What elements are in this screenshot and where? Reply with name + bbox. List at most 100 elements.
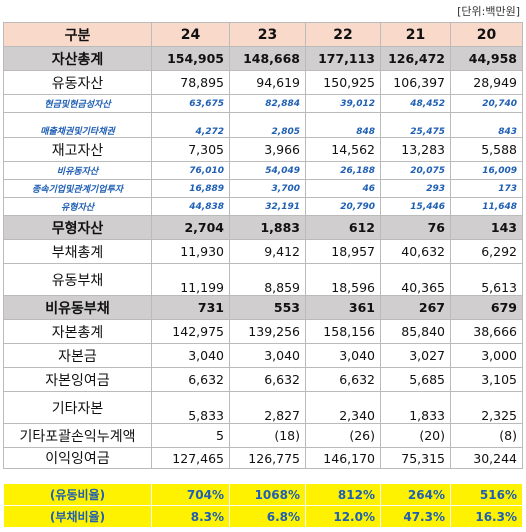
- value-cell: 8,859: [229, 263, 306, 296]
- value-cell: 3,000: [450, 343, 523, 368]
- value-cell: 612: [305, 215, 381, 240]
- value-cell: 48,452: [380, 94, 451, 113]
- header-row: 구분 24 23 22 21 20: [3, 22, 523, 47]
- table-row: 유형자산 44,838 32,191 20,790 15,446 11,648: [3, 197, 523, 216]
- value-cell: 39,012: [305, 94, 381, 113]
- label-cell: 비유동부채: [3, 295, 152, 320]
- label-cell: 무형자산: [3, 215, 152, 240]
- value-cell: 20,790: [305, 197, 381, 216]
- table-row: 비유동자산 76,010 54,049 26,188 20,075 16,009: [3, 161, 523, 180]
- value-cell: 78,895: [151, 70, 230, 95]
- value-cell: (20): [380, 423, 451, 448]
- value-cell: 16,009: [450, 161, 523, 180]
- value-cell: 5,588: [450, 137, 523, 162]
- value-cell: 94,619: [229, 70, 306, 95]
- label-cell: (부채비율): [3, 505, 152, 528]
- label-cell: 자본총계: [3, 319, 152, 344]
- value-cell: 16,889: [151, 179, 230, 198]
- label-cell: 부채총계: [3, 239, 152, 264]
- label-cell: 이익잉여금: [3, 447, 152, 469]
- value-cell: 14,562: [305, 137, 381, 162]
- value-cell: 22: [305, 22, 381, 47]
- value-cell: 47.3%: [380, 505, 451, 528]
- value-cell: 6,292: [450, 239, 523, 264]
- table-row: 기타자본 5,833 2,827 2,340 1,833 2,325: [3, 391, 523, 424]
- value-cell: 6,632: [305, 367, 381, 392]
- value-cell: 13,283: [380, 137, 451, 162]
- value-cell: 12.0%: [305, 505, 381, 528]
- label-cell: 구분: [3, 22, 152, 47]
- value-cell: (8): [450, 423, 523, 448]
- value-cell: 76: [380, 215, 451, 240]
- value-cell: 146,170: [305, 447, 381, 469]
- value-cell: 361: [305, 295, 381, 320]
- value-cell: 40,632: [380, 239, 451, 264]
- value-cell: 553: [229, 295, 306, 320]
- value-cell: 264%: [380, 483, 451, 506]
- value-cell: 3,040: [229, 343, 306, 368]
- table-row: 부채총계 11,930 9,412 18,957 40,632 6,292: [3, 239, 523, 264]
- value-cell: 6.8%: [229, 505, 306, 528]
- value-cell: 679: [450, 295, 523, 320]
- value-cell: 127,465: [151, 447, 230, 469]
- value-cell: 731: [151, 295, 230, 320]
- value-cell: 3,027: [380, 343, 451, 368]
- value-cell: 20: [450, 22, 523, 47]
- table-row: 현금및현금성자산 63,675 82,884 39,012 48,452 20,740: [3, 94, 523, 113]
- value-cell: 3,700: [229, 179, 306, 198]
- value-cell: 76,010: [151, 161, 230, 180]
- value-cell: 516%: [450, 483, 523, 506]
- value-cell: 3,040: [151, 343, 230, 368]
- table-row: 매출채권및기타채권 4,272 2,805 848 25,475 843: [3, 112, 523, 138]
- value-cell: 1,833: [380, 391, 451, 424]
- value-cell: 3,105: [450, 367, 523, 392]
- label-cell: 매출채권및기타채권: [3, 112, 152, 138]
- label-cell: 종속기업및관계기업투자: [3, 179, 152, 198]
- value-cell: 75,315: [380, 447, 451, 469]
- ratio-row: (유동비율) 704% 1068% 812% 264% 516%: [3, 483, 523, 506]
- value-cell: 148,668: [229, 46, 306, 71]
- value-cell: 11,930: [151, 239, 230, 264]
- financial-table: 구분 24 23 22 21 20 자산총계 154,905 148,668 177,113 126…: [3, 22, 523, 469]
- value-cell: 18,596: [305, 263, 381, 296]
- table-row: 무형자산 2,704 1,883 612 76 143: [3, 215, 523, 240]
- value-cell: 3,040: [305, 343, 381, 368]
- table-row: 재고자산 7,305 3,966 14,562 13,283 5,588: [3, 137, 523, 162]
- value-cell: 46: [305, 179, 381, 198]
- label-cell: (유동비율): [3, 483, 152, 506]
- value-cell: 154,905: [151, 46, 230, 71]
- value-cell: 28,949: [450, 70, 523, 95]
- table-row: 비유동부채 731 553 361 267 679: [3, 295, 523, 320]
- table-row: 이익잉여금 127,465 126,775 146,170 75,315 30,244: [3, 447, 523, 469]
- value-cell: 173: [450, 179, 523, 198]
- label-cell: 기타포괄손익누계액: [3, 423, 152, 448]
- value-cell: 54,049: [229, 161, 306, 180]
- value-cell: 2,805: [229, 112, 306, 138]
- label-cell: 자산총계: [3, 46, 152, 71]
- value-cell: (26): [305, 423, 381, 448]
- value-cell: 2,704: [151, 215, 230, 240]
- value-cell: 11,199: [151, 263, 230, 296]
- value-cell: 30,244: [450, 447, 523, 469]
- value-cell: 177,113: [305, 46, 381, 71]
- value-cell: 6,632: [229, 367, 306, 392]
- label-cell: 유동자산: [3, 70, 152, 95]
- value-cell: 26,188: [305, 161, 381, 180]
- label-cell: 유형자산: [3, 197, 152, 216]
- value-cell: 1068%: [229, 483, 306, 506]
- value-cell: 158,156: [305, 319, 381, 344]
- value-cell: 20,075: [380, 161, 451, 180]
- value-cell: 8.3%: [151, 505, 230, 528]
- value-cell: 44,838: [151, 197, 230, 216]
- label-cell: 자본금: [3, 343, 152, 368]
- table-row: 기타포괄손익누계액 5 (18) (26) (20) (8): [3, 423, 523, 448]
- table-row: 자본잉여금 6,632 6,632 6,632 5,685 3,105: [3, 367, 523, 392]
- value-cell: 2,827: [229, 391, 306, 424]
- table-row: 자본금 3,040 3,040 3,040 3,027 3,000: [3, 343, 523, 368]
- ratio-row: (부채비율) 8.3% 6.8% 12.0% 47.3% 16.3%: [3, 505, 523, 528]
- value-cell: 44,958: [450, 46, 523, 71]
- value-cell: 812%: [305, 483, 381, 506]
- label-cell: 재고자산: [3, 137, 152, 162]
- value-cell: 2,340: [305, 391, 381, 424]
